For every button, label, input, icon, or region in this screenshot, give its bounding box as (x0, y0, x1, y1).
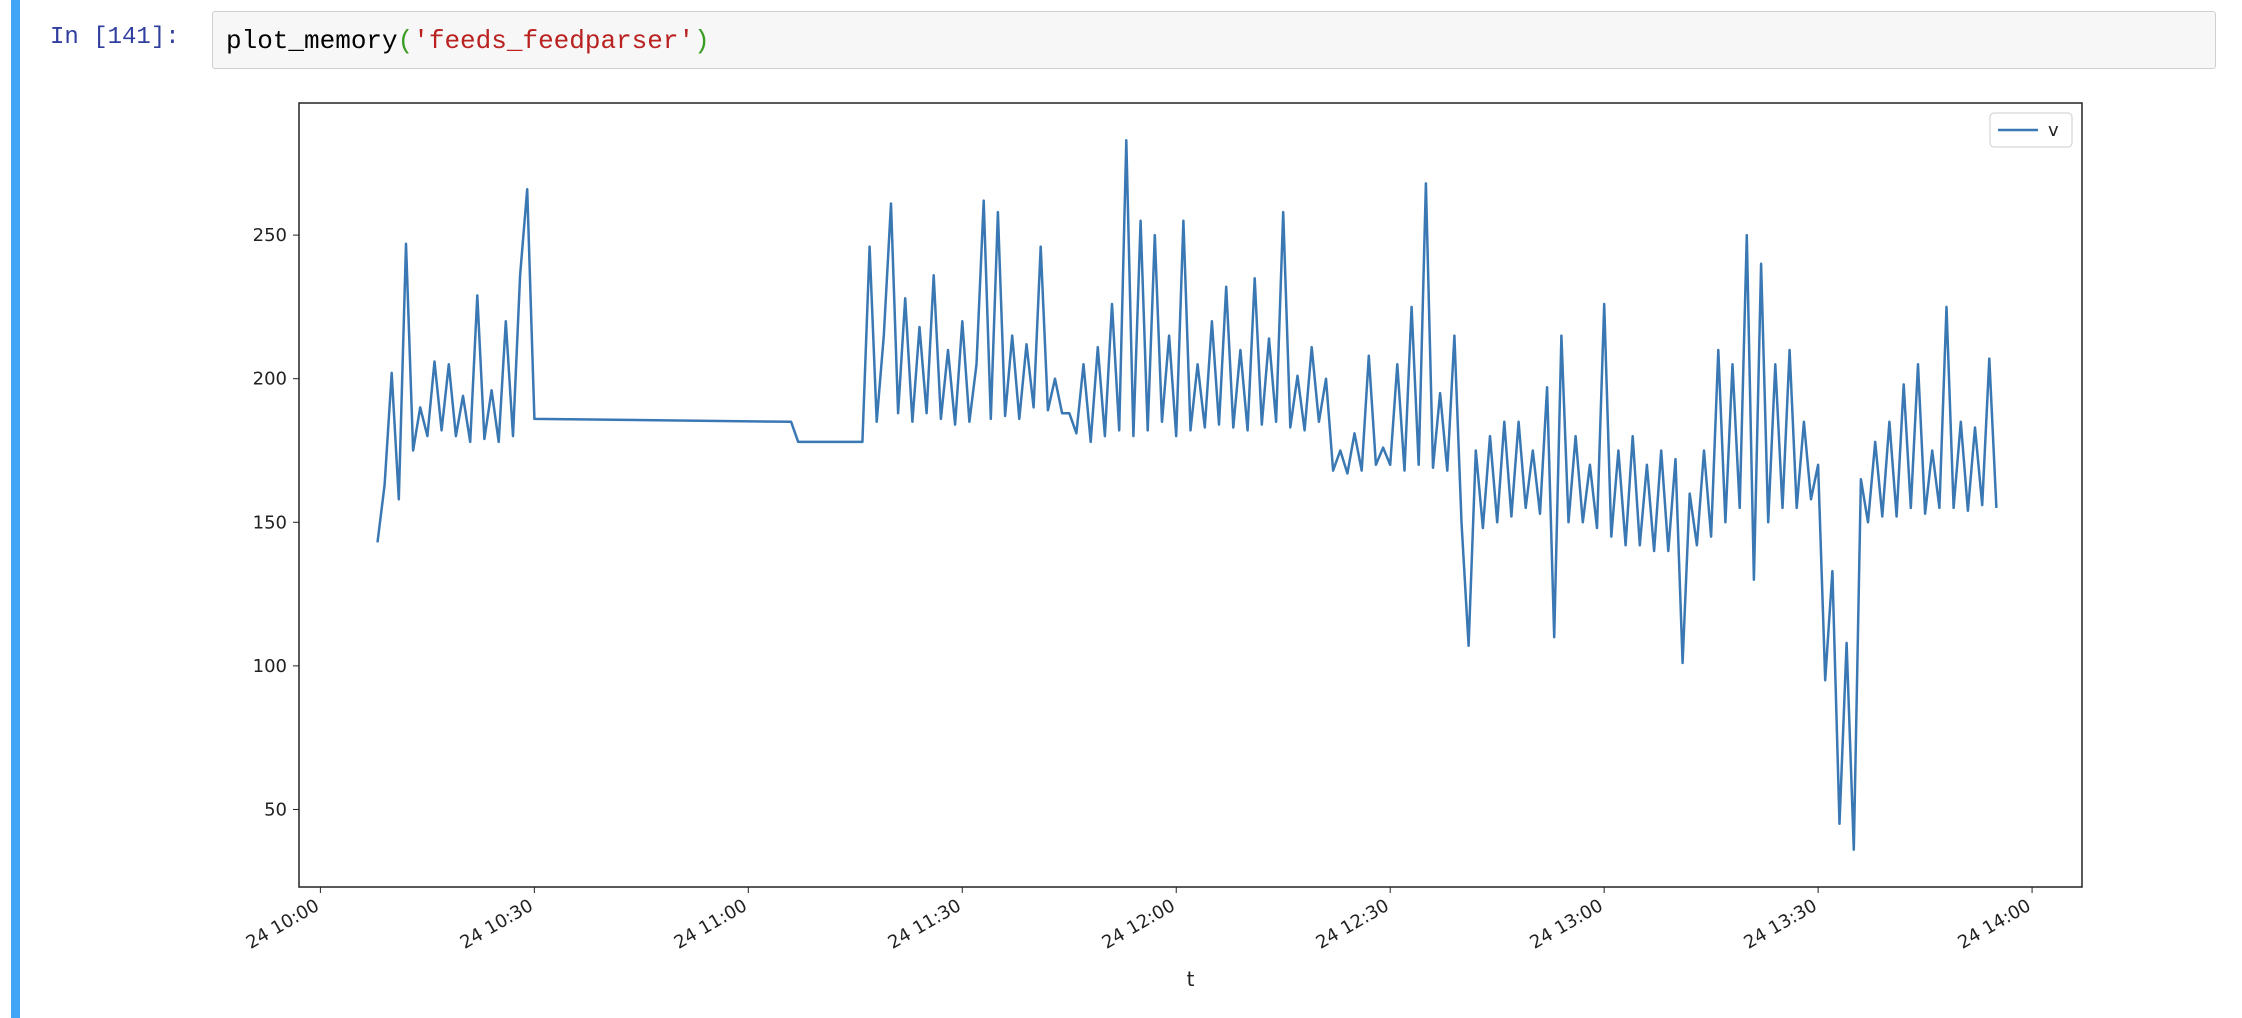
x-tick-label: 24 11:30 (885, 895, 965, 953)
cell-prompt: In [141]: (50, 24, 180, 51)
legend-label: v (2048, 120, 2059, 141)
y-tick-label: 150 (253, 512, 287, 533)
x-axis-label: t (1187, 967, 1195, 991)
x-tick-label: 24 10:30 (457, 895, 537, 953)
y-tick-label: 50 (264, 799, 287, 820)
x-tick-label: 24 13:00 (1526, 895, 1606, 953)
y-tick-label: 250 (253, 225, 287, 246)
code-token: plot_memory (226, 26, 398, 56)
x-tick-label: 24 10:00 (243, 895, 323, 953)
x-tick-label: 24 13:30 (1740, 895, 1820, 953)
x-tick-label: 24 14:00 (1954, 895, 2034, 953)
line-series (376, 139, 1998, 851)
y-tick-label: 200 (253, 369, 287, 390)
x-tick-label: 24 12:30 (1312, 895, 1392, 953)
plot-frame (298, 102, 2083, 888)
cell-selection-bar (11, 0, 20, 1018)
code-token: 'feeds_feedparser' (413, 26, 695, 56)
code-token: ( (397, 26, 414, 56)
code-token: ) (694, 26, 710, 56)
code-input[interactable]: plot_memory('feeds_feedparser') (212, 11, 2216, 69)
x-tick-label: 24 12:00 (1099, 895, 1179, 953)
y-tick-label: 100 (253, 656, 287, 677)
x-tick-label: 24 11:00 (671, 895, 751, 953)
